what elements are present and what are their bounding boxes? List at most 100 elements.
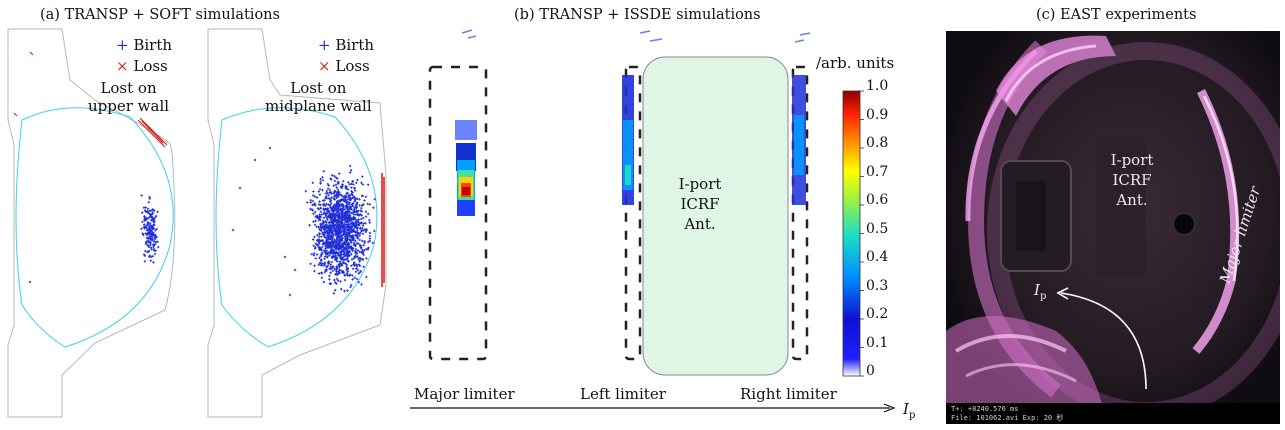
birth-marker: [324, 214, 328, 218]
birth-marker: [361, 183, 365, 186]
birth-marker: [343, 251, 346, 254]
birth-marker: [340, 269, 343, 273]
birth-marker: [333, 238, 336, 241]
birth-marker: [353, 243, 356, 246]
birth-marker: [349, 169, 353, 172]
birth-marker: [346, 253, 350, 256]
birth-marker: [151, 254, 155, 258]
birth-marker: [328, 278, 331, 281]
birth-marker: [345, 241, 348, 244]
birth-marker: [329, 263, 332, 266]
birth-marker: [331, 237, 334, 240]
birth-marker: [154, 240, 158, 244]
birth-marker: [332, 233, 335, 237]
birth-marker: [329, 202, 333, 205]
birth-marker: [340, 234, 344, 238]
birth-marker: [145, 236, 149, 240]
birth-marker: [353, 276, 356, 279]
birth-marker: [312, 212, 315, 215]
lower-glow: [946, 316, 1106, 424]
birth-marker: [353, 189, 357, 192]
birth-marker: [357, 232, 361, 235]
birth-marker: [322, 219, 325, 223]
panel-a-caption: (a) TRANSP + SOFT simulations: [40, 7, 280, 23]
birth-marker: [320, 252, 323, 256]
birth-marker: [356, 249, 360, 252]
birth-marker: [339, 239, 343, 243]
major-limiter-outline: [428, 65, 488, 361]
birth-marker: [359, 217, 363, 221]
birth-marker: [343, 226, 346, 229]
birth-marker: [371, 241, 375, 245]
birth-marker: [348, 245, 351, 249]
legend-birth-right: + Birth: [318, 36, 375, 54]
birth-markers-left: [140, 194, 160, 264]
birth-marker: [318, 188, 322, 191]
birth-marker: [328, 225, 331, 228]
birth-marker: [152, 219, 155, 222]
colorbar-tick-label: 0.6: [866, 192, 889, 208]
birth-marker: [143, 209, 147, 212]
birth-marker: [155, 227, 159, 231]
birth-marker: [354, 255, 357, 259]
birth-marker: [148, 236, 151, 240]
birth-marker: [140, 194, 143, 197]
birth-marker: [368, 234, 372, 238]
colorbar-tick-label: 0.8: [866, 135, 889, 151]
birth-marker: [339, 193, 342, 196]
birth-marker: [334, 273, 337, 276]
birth-marker: [351, 274, 354, 277]
birth-marker: [343, 213, 347, 216]
birth-marker: [336, 260, 339, 263]
birth-marker: [357, 218, 360, 221]
birth-marker: [343, 255, 346, 258]
birth-marker: [150, 230, 153, 233]
birth-marker: [326, 207, 330, 211]
birth-marker: [338, 204, 342, 208]
birth-marker: [309, 262, 312, 266]
birth-marker: [325, 216, 329, 220]
birth-marker: [339, 257, 342, 260]
birth-marker: [332, 191, 336, 194]
birth-marker: [354, 239, 357, 243]
birth-marker: [142, 225, 146, 229]
birth-marker: [325, 195, 328, 198]
birth-marker: [148, 225, 152, 229]
birth-marker: [364, 215, 368, 218]
birth-marker: [341, 256, 345, 259]
birth-marker: [352, 209, 355, 212]
birth-marker: [324, 244, 327, 248]
birth-marker: [339, 262, 342, 266]
birth-marker: [147, 211, 150, 215]
birth-marker: [343, 229, 346, 232]
birth-marker: [341, 227, 344, 230]
birth-marker: [335, 196, 338, 200]
panel-b-antenna-label: I-port ICRF Ant.: [678, 175, 722, 233]
birth-marker: [344, 198, 348, 202]
birth-marker: [346, 188, 350, 191]
birth-marker: [334, 247, 338, 250]
birth-marker: [331, 245, 334, 248]
birth-marker: [330, 215, 333, 219]
birth-marker: [347, 201, 351, 205]
birth-marker: [153, 216, 157, 220]
birth-marker: [334, 218, 337, 222]
birth-marker: [350, 283, 353, 287]
birth-marker: [328, 213, 331, 216]
birth-marker: [333, 252, 336, 255]
birth-marker: [355, 263, 358, 266]
birth-marker: [334, 176, 338, 179]
birth-marker: [344, 246, 347, 250]
birth-marker: [325, 223, 328, 227]
birth-marker: [322, 170, 326, 173]
birth-marker: [342, 224, 345, 227]
birth-marker: [366, 248, 370, 251]
birth-marker: [329, 221, 333, 224]
birth-marker: [343, 274, 347, 277]
birth-marker: [326, 255, 329, 258]
birth-marker: [311, 238, 315, 241]
birth-marker: [319, 182, 322, 185]
birth-marker: [364, 230, 368, 234]
birth-marker: [333, 209, 336, 213]
birth-marker: [330, 217, 334, 220]
